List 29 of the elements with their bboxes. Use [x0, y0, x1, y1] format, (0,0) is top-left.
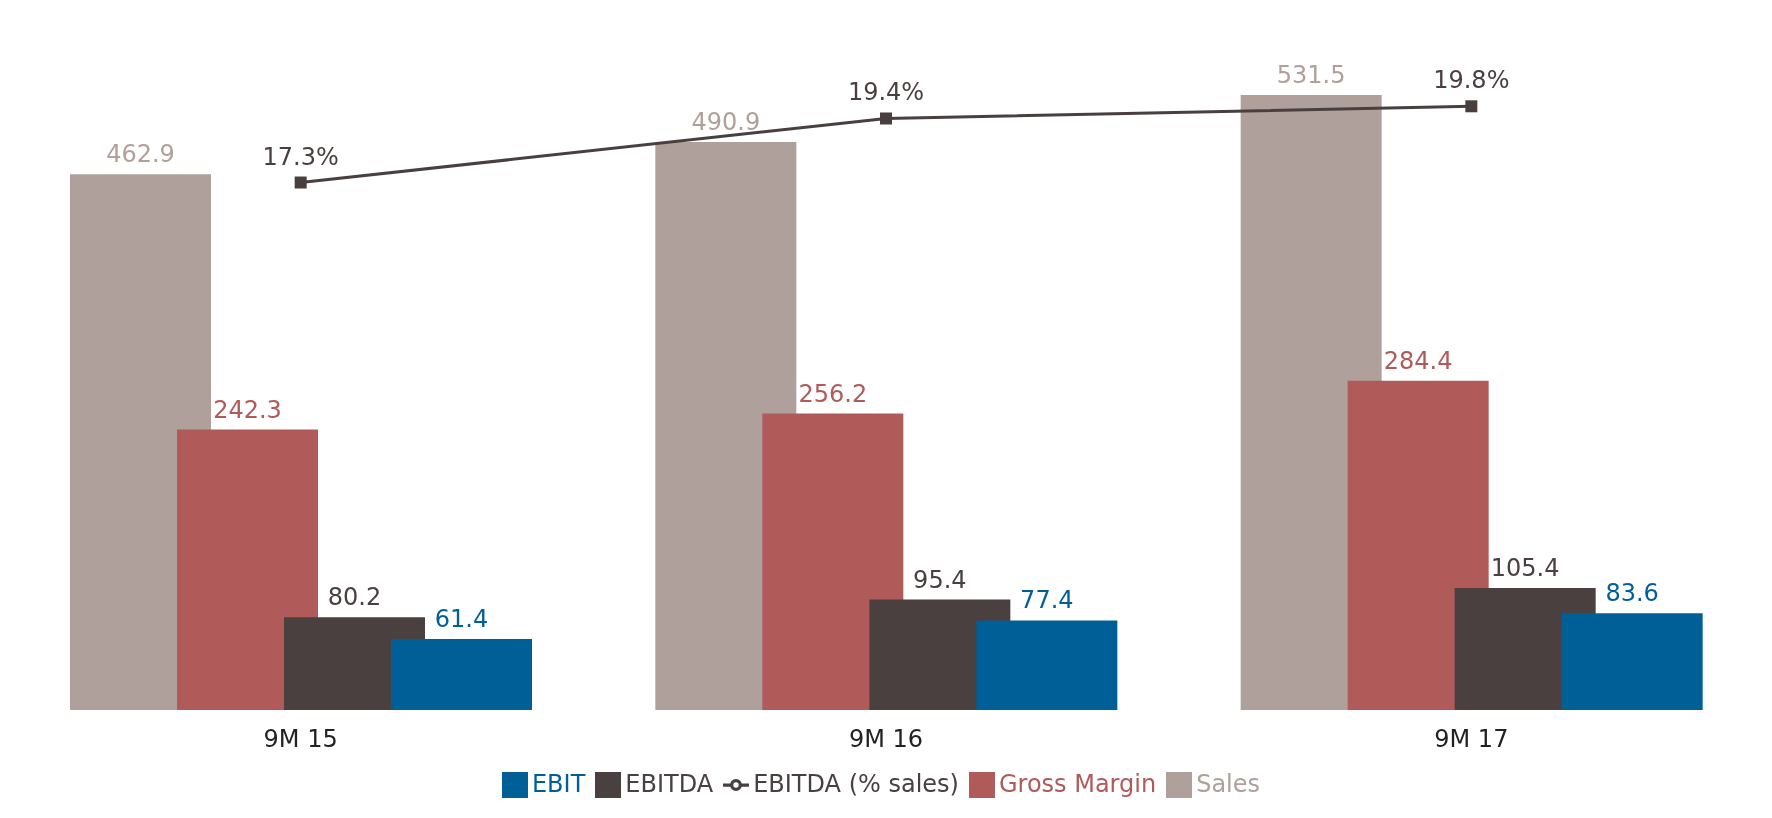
data-label: 83.6	[1605, 579, 1659, 608]
x-tick-label: 9M 17	[1434, 725, 1509, 754]
legend-label: Gross Margin	[998, 770, 1157, 798]
data-label: 105.4	[1490, 554, 1560, 583]
legend-label: EBIT	[531, 770, 586, 798]
legend-label: EBITDA	[625, 770, 714, 798]
legend-label: Sales	[1196, 770, 1261, 798]
data-label: 61.4	[434, 604, 489, 633]
legend-label: EBITDA (% sales)	[753, 770, 959, 798]
x-tick-label: 9M 15	[263, 725, 338, 754]
data-label: 77.4	[1020, 586, 1074, 615]
data-label: 284.4	[1383, 346, 1453, 375]
bar	[1561, 613, 1703, 710]
bar	[1347, 380, 1489, 710]
data-label: 17.3%	[262, 142, 339, 171]
data-label: 242.3	[213, 395, 282, 424]
data-label: 80.2	[327, 583, 382, 612]
bar	[391, 638, 532, 710]
data-label: 19.4%	[847, 78, 925, 107]
data-label: 256.2	[798, 379, 868, 408]
x-tick-label: 9M 16	[848, 725, 924, 754]
data-label: 531.5	[1276, 60, 1346, 89]
data-label: 490.9	[691, 107, 761, 136]
bar	[177, 429, 318, 710]
bar	[762, 413, 904, 710]
data-label: 462.9	[106, 140, 175, 169]
data-label: 95.4	[913, 565, 967, 594]
data-label: 19.8%	[1433, 66, 1510, 95]
bar	[976, 620, 1118, 710]
